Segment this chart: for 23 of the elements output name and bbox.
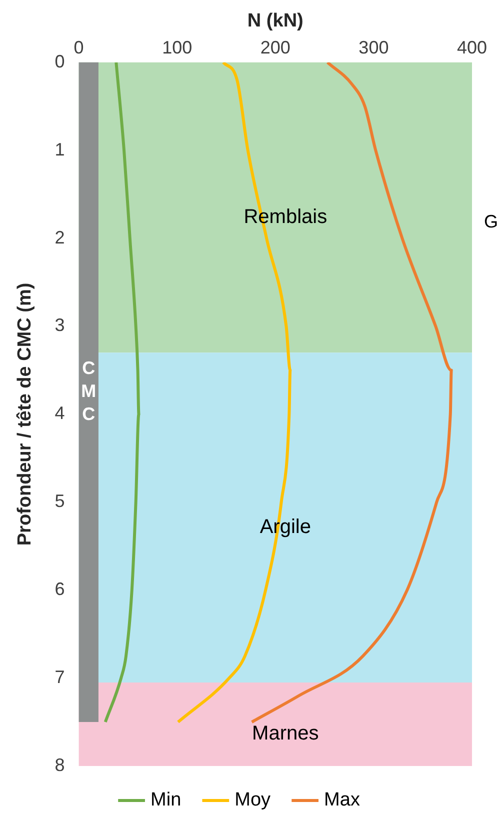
legend-label: Min (150, 790, 182, 811)
x-tick-label: 400 (456, 38, 488, 58)
y-tick-label: 8 (54, 754, 65, 775)
y-tick-label: 0 (54, 51, 65, 72)
x-tick-label: 100 (162, 38, 192, 58)
band-label: CMC (81, 358, 96, 424)
y-tick-label: 1 (54, 139, 65, 160)
y-tick-label: 4 (54, 403, 65, 424)
x-axis-title: N (kN) (247, 10, 304, 32)
legend-label: Moy (234, 790, 272, 811)
y-axis-title: Profondeur / tête de CMC (m) (14, 282, 36, 546)
band-label: Marnes (252, 722, 319, 745)
x-tick-label: 300 (358, 38, 389, 58)
y-tick-label: 2 (54, 227, 65, 248)
line-series (104, 62, 140, 724)
legend-label: Max (324, 790, 360, 811)
y-tick-label: 7 (54, 667, 65, 688)
x-tick-label: 200 (260, 38, 290, 58)
x-tick-label: 0 (74, 38, 84, 58)
y-tick-label: 6 (54, 579, 65, 600)
text: G (484, 211, 497, 232)
y-tick-label: 5 (54, 491, 65, 512)
y-tick-label: 3 (54, 315, 65, 336)
